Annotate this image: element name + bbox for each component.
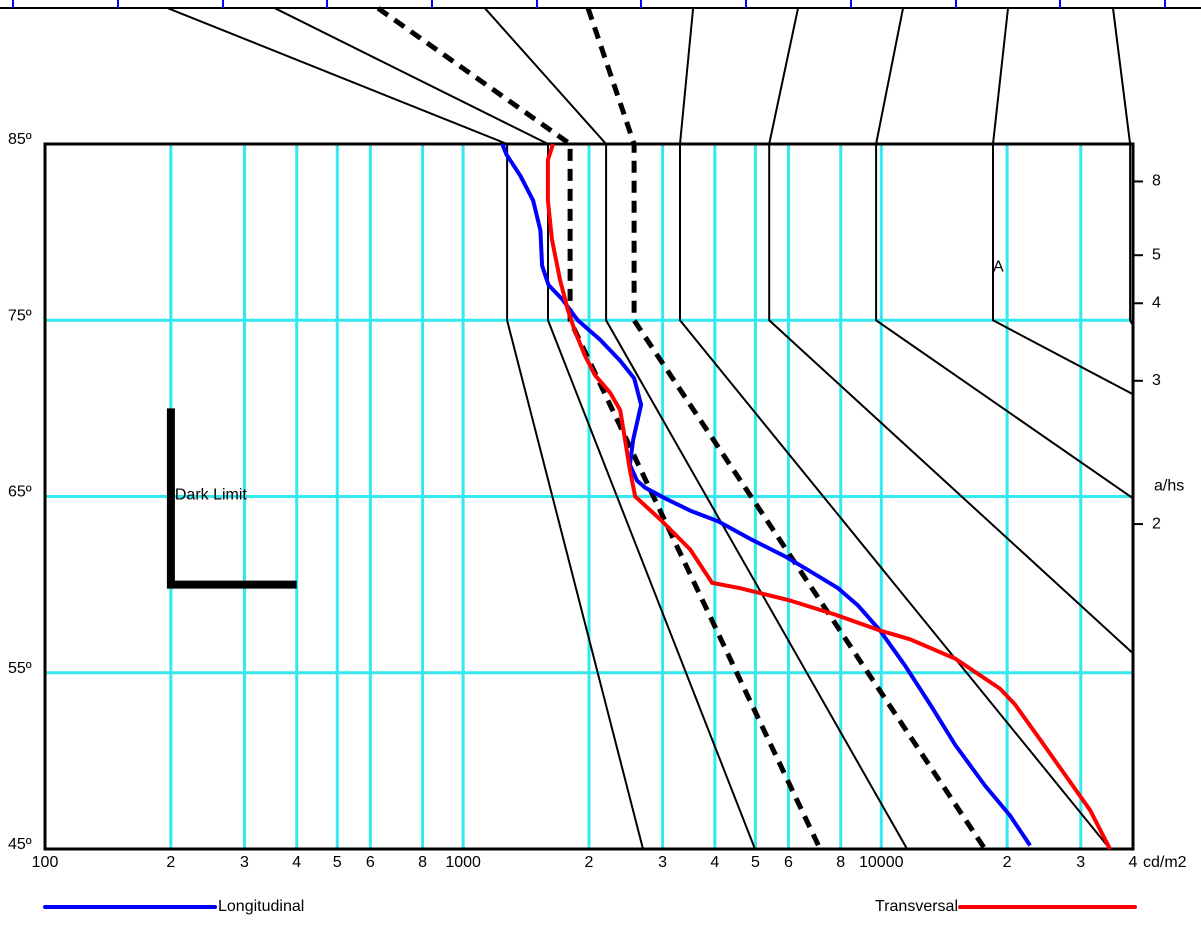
guide-line (484, 7, 908, 850)
y-tick-label: 45º (8, 836, 32, 853)
y2-tick-label: 8 (1152, 173, 1161, 190)
guide-line (167, 7, 644, 850)
legend-label: Transversal (875, 898, 958, 915)
x-tick-label: 8 (836, 854, 845, 871)
y-tick-label: 65º (8, 484, 32, 501)
guide-line (875, 8, 1134, 500)
top-scale (0, 0, 1201, 9)
x-tick-label: 4 (292, 854, 301, 871)
x-tick-label: 100 (32, 854, 59, 871)
y-tick-label: 85º (8, 131, 32, 148)
x-tick-label: 3 (240, 854, 249, 871)
x-tick-label: 4 (710, 854, 719, 871)
plot-frame (43, 142, 1135, 851)
x-tick-label: 4 (1129, 854, 1138, 871)
x-axis-label: cd/m2 (1143, 854, 1187, 871)
x-tick-label: 3 (1076, 854, 1085, 871)
x-tick-label: 2 (166, 854, 175, 871)
y2-tick-label: 5 (1152, 246, 1161, 263)
guide-line (992, 8, 1134, 396)
y2-tick-label: 3 (1152, 372, 1161, 389)
annotation: A (993, 259, 1004, 276)
x-tick-label: 5 (333, 854, 342, 871)
y2-tick-label: 4 (1152, 294, 1161, 311)
y2-axis-label: a/hs (1154, 478, 1184, 495)
guide-line (679, 8, 1111, 850)
x-tick-label: 2 (585, 854, 594, 871)
legend-label: Longitudinal (218, 898, 304, 915)
x-tick-label: 8 (418, 854, 427, 871)
guide-line (768, 8, 1134, 655)
x-tick-label: 2 (1003, 854, 1012, 871)
dark-limit (166, 408, 297, 589)
x-tick-label: 6 (784, 854, 793, 871)
guide-line (1112, 8, 1134, 326)
dark-limit-label: Dark Limit (175, 487, 248, 504)
guide-line (585, 7, 987, 851)
x-tick-label: 6 (366, 854, 375, 871)
guide-line (376, 6, 823, 851)
x-tick-label: 3 (658, 854, 667, 871)
series-line (500, 143, 1032, 847)
x-tick-label: 1000 (445, 854, 481, 871)
y-tick-label: 55º (8, 660, 32, 677)
y2-tick-label: 2 (1152, 515, 1161, 532)
x-tick-label: 5 (751, 854, 760, 871)
guide-line (274, 7, 756, 850)
x-tick-label: 10000 (859, 854, 904, 871)
series-line (545, 143, 1112, 850)
y-tick-label: 75º (8, 307, 32, 324)
